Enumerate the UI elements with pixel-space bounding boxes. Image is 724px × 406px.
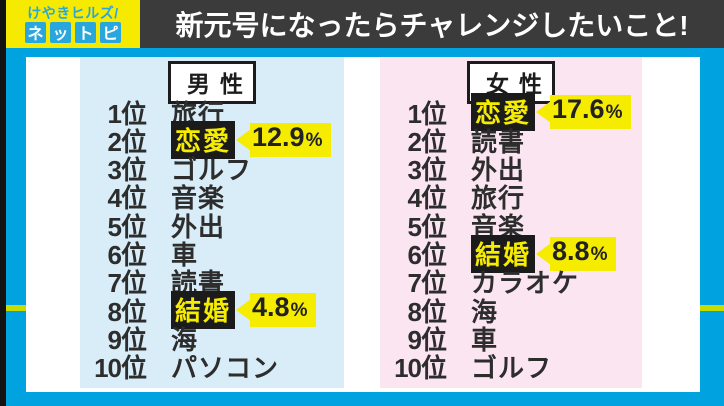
ranking-row: 7位 カラオケ [392,268,640,298]
rank-number: 5位 [407,211,447,242]
callout-arrow-icon [536,242,552,265]
ranking-row: 8位海 [392,296,640,327]
ranking-row: 4位 音楽 [92,183,342,213]
rank-number: 9位 [407,325,447,356]
rank-item-label: 結婚 [171,291,236,330]
ranking-row: 6位 結婚 8.8% [392,234,640,273]
rank-item-label: 車 [171,240,199,271]
percentage-callout: 17.6% [536,94,632,129]
rank-item-label: カラオケ [471,268,580,299]
callout-arrow-icon [236,299,252,322]
rank-number: 5位 [107,211,147,242]
percentage-callout: 4.8% [236,292,317,328]
ranking-row: 5位 外出 [92,211,342,242]
percentage-callout: 8.8% [536,235,617,271]
rank-item-label: ゴルフ [471,353,553,384]
percent-sign: % [290,300,308,322]
callout-value: 12.9 [252,122,305,153]
rank-number: 4位 [107,183,147,214]
percent-sign: % [305,130,323,152]
rank-item-label: パソコン [171,353,280,384]
rank-number: 10位 [94,353,147,384]
rank-number: 3位 [407,155,447,186]
callout-value-box: 4.8% [250,292,317,328]
rank-item-label: 読書 [471,126,526,157]
rank-number: 7位 [407,268,447,299]
ranking-list-men: 1位 旅行 2位 恋愛 12.9% 3位 ゴルフ 4位 音楽 5位 外出 6位車 7位 読書 8位 結婚 4.8… [92,98,342,383]
rank-number: 2位 [407,126,447,157]
ranking-row: 2位 読書 [392,126,640,157]
rank-number: 3位 [107,155,147,186]
rank-number: 1位 [407,98,447,129]
logo-tile: ネ [25,21,46,43]
headline-bar: 新元号になったらチャレンジしたいこと! [140,0,724,48]
logo-tile: ッ [50,21,71,43]
logo-tile: ト [75,21,96,43]
percent-sign: % [605,102,623,123]
ranking-row: 8位 結婚 4.8% [92,291,342,330]
program-logo-tiles: ネ ッ ト ピ [25,21,121,43]
percent-sign: % [590,243,608,265]
callout-value: 17.6 [552,94,605,124]
ranking-panel-men: 男性 1位 旅行 2位 恋愛 12.9% 3位 ゴルフ 4位 音楽 5位 外出 6位車 7位 読書 8位 結婚… [80,57,344,388]
ranking-panel-women: 女性 1位 恋愛 17.6% 2位 読書 3位 外出 4位 旅行 5位 音楽 6位 結婚 8.8% 7位 カラ… [380,57,642,388]
rank-item-label: 結婚 [471,234,536,273]
ranking-row: 3位 ゴルフ [92,155,342,185]
rank-item-label: 車 [471,325,499,356]
rank-item-label: 恋愛 [471,93,536,131]
panel-title: 男性 [187,71,253,97]
ranking-row: 3位 外出 [392,155,640,185]
accent-stripe-left [6,305,26,311]
rank-number: 1位 [107,98,147,129]
ranking-row: 9位車 [392,325,640,355]
rank-item-label: 海 [171,325,199,356]
callout-value: 8.8 [552,235,590,266]
callout-arrow-icon [236,129,252,152]
rank-number: 9位 [107,325,147,356]
rank-item-label: 旅行 [471,183,526,214]
rank-number: 8位 [107,296,147,327]
ranking-row: 6位車 [92,240,342,270]
rank-number: 2位 [107,126,147,157]
ranking-row: 9位海 [92,325,342,355]
headline-title: 新元号になったらチャレンジしたいこと! [175,10,689,41]
percentage-callout: 12.9% [236,122,332,158]
ranking-row: 2位 恋愛 12.9% [92,121,342,160]
rank-number: 6位 [407,240,447,271]
panel-title: 女性 [486,71,552,97]
logo-tile: ピ [100,21,121,43]
rank-item-label: 音楽 [171,183,226,214]
rank-number: 7位 [107,268,147,299]
ranking-list-women: 1位 恋愛 17.6% 2位 読書 3位 外出 4位 旅行 5位 音楽 6位 結婚 8.8% 7位 カラオケ 8… [392,93,640,383]
rank-number: 8位 [407,296,447,327]
callout-value-box: 8.8% [550,235,617,271]
rank-item-label: 外出 [471,155,526,186]
ranking-row: 10位 ゴルフ [392,353,640,383]
panel-header-men: 男性 [168,61,256,104]
accent-stripe-right [700,305,724,311]
callout-arrow-icon [536,101,552,123]
callout-value-box: 12.9% [250,122,332,158]
left-edge-bar [0,0,6,406]
rank-number: 4位 [407,183,447,214]
ranking-row: 7位 読書 [92,268,342,298]
rank-item-label: 外出 [171,211,226,242]
rank-item-label: 恋愛 [171,121,236,160]
rank-number: 10位 [394,353,447,384]
ranking-row: 10位 パソコン [92,353,342,383]
rank-item-label: ゴルフ [171,155,253,186]
rank-number: 6位 [107,240,147,271]
callout-value: 4.8 [252,292,290,323]
ranking-row: 4位 旅行 [392,183,640,213]
program-logo-line1: けやきヒルズ/ [27,4,119,21]
callout-value-box: 17.6% [550,94,632,129]
rank-item-label: 海 [471,296,499,327]
ranking-row: 1位 恋愛 17.6% [392,93,640,131]
program-logo: けやきヒルズ/ ネ ッ ト ピ [6,0,140,48]
